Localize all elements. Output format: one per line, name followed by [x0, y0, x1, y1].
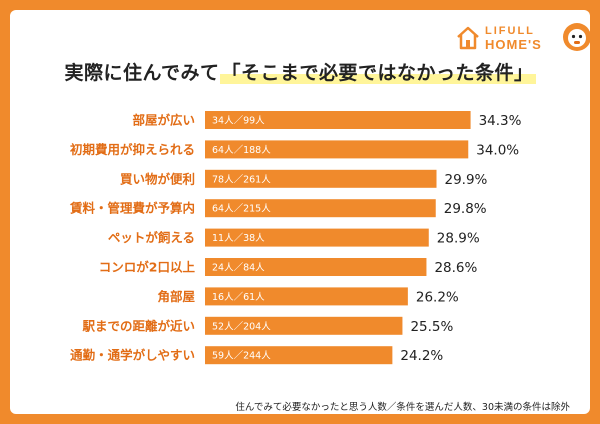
bar	[205, 140, 469, 159]
value-label: 34.0%	[476, 142, 519, 158]
bar	[205, 258, 427, 276]
logo-text-line2: HOME'S	[485, 37, 542, 52]
chart-card: LIFULL HOME'S 実際に住んでみて 「そこまで必要ではなかった条件」 部…	[10, 10, 591, 414]
category-label: 買い物が便利	[120, 171, 195, 186]
value-label: 28.9%	[437, 231, 480, 247]
logo-text-line1: LIFULL	[485, 25, 535, 37]
bar-count-label: 16人／61人	[212, 292, 265, 303]
category-label: コンロが2口以上	[99, 260, 196, 275]
bar	[205, 169, 437, 188]
bar-count-label: 34人／99人	[212, 116, 265, 127]
category-label: 初期費用が抑えられる	[70, 142, 195, 157]
title-prefix: 実際に住んでみて	[64, 62, 220, 84]
lifull-homes-logo: LIFULL HOME'S	[454, 22, 594, 56]
bar-count-label: 24人／84人	[212, 263, 265, 274]
footnote: 住んでみて必要なかったと思う人数／条件を選んだ人数、30未満の条件は除外	[235, 402, 570, 413]
bar	[205, 316, 403, 335]
value-label: 26.2%	[416, 289, 459, 305]
category-label: 部屋が広い	[132, 113, 195, 128]
bar-count-label: 11人／38人	[212, 233, 265, 244]
bar-count-label: 64人／215人	[212, 204, 271, 215]
value-label: 34.3%	[479, 113, 522, 129]
category-label: 賃料・管理費が予算内	[69, 201, 195, 216]
value-label: 29.8%	[444, 201, 487, 217]
bar	[205, 228, 429, 247]
bar-count-label: 64人／188人	[212, 145, 271, 156]
bar-chart: 部屋が広い 34人／99人 34.3% 初期費用が抑えられる 64人／188人 34.0%…	[69, 111, 522, 365]
bar	[205, 199, 436, 218]
category-label: 通勤・通学がしやすい	[70, 348, 195, 363]
chart-title: 実際に住んでみて 「そこまで必要ではなかった条件」	[10, 58, 590, 85]
house-icon	[457, 26, 479, 50]
bar-count-label: 52人／204人	[212, 321, 271, 332]
value-label: 28.6%	[434, 260, 477, 276]
title-highlight: 「そこまで必要ではなかった条件」	[219, 62, 536, 84]
category-label: 駅までの距離が近い	[81, 318, 195, 333]
value-label: 25.5%	[410, 319, 453, 335]
category-label: 角部屋	[157, 289, 195, 304]
category-label: ペットが飼える	[108, 230, 195, 245]
bar-count-label: 78人／261人	[212, 174, 271, 185]
mascot-icon	[563, 23, 591, 51]
bar	[205, 111, 471, 129]
bar	[205, 287, 408, 306]
bar	[205, 346, 393, 365]
bar-count-label: 59人／244人	[212, 351, 271, 362]
value-label: 24.2%	[400, 348, 443, 364]
value-label: 29.9%	[445, 172, 488, 188]
